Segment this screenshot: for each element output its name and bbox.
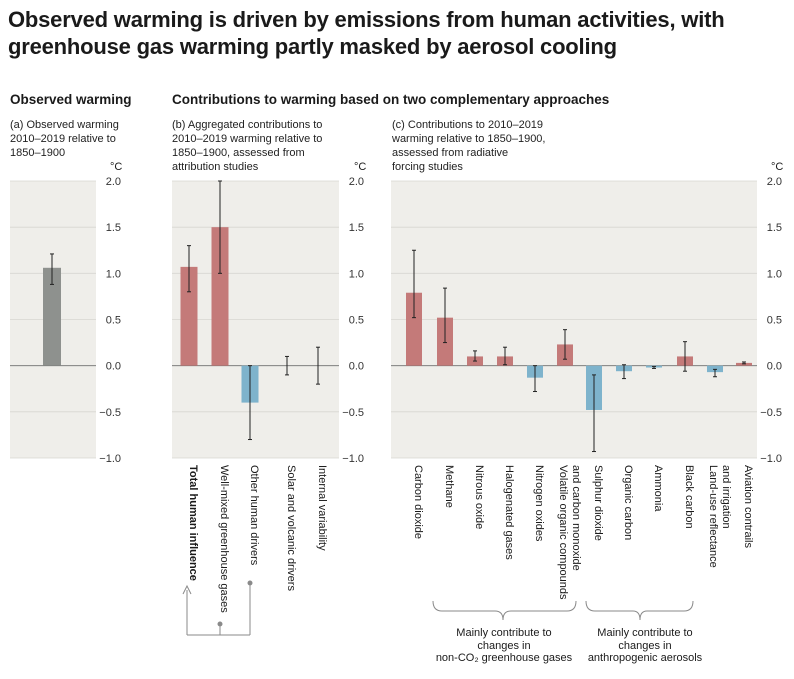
category-label: Carbon dioxide [412,465,424,539]
category-label: Methane [443,465,455,508]
category-label: Nitrous oxide [473,465,485,529]
y-tick-label: 1.0 [767,268,782,280]
note-aerosols: Mainly contribute to changes in anthropo… [570,627,720,665]
panel-c-sub-line: assessed from radiative [392,147,509,159]
bracket-aerosols [585,600,694,621]
y-tick-label: −0.5 [342,407,364,419]
panel-b-subtitle: (b) Aggregated contributions to 2010–201… [172,118,322,174]
bracket-dot [247,580,253,586]
category-label: Organic carbon [622,465,634,540]
unit-label-c: °C [771,161,784,173]
panel-b-sub-line: 2010–2019 warming relative to [172,133,323,145]
panel-a-sub-line: 1850–1900 [10,147,66,159]
note-non-co2-ghg: Mainly contribute to changes in non-CO₂ … [400,627,608,665]
category-label: and carbon monoxide [570,465,582,571]
y-tick-label: 2.0 [349,176,364,188]
y-tick-label: 1.0 [106,268,121,280]
category-label: Aviation contrails [742,465,754,548]
y-tick-label: 0.5 [767,315,782,327]
y-tick-label: −1.0 [99,453,121,465]
category-label: Black carbon [683,465,695,529]
y-tick-label: −1.0 [760,453,782,465]
panel-b: 2.0 1.5 1.0 0.5 0.0 −0.5 −1.0 Total human influ… [172,176,364,613]
y-tick-label: 1.5 [349,222,364,234]
panel-a-sub-line: 2010–2019 relative to [10,133,116,145]
note-line: changes in [477,639,531,652]
bar [180,266,198,366]
y-tick-label: 0.5 [349,315,364,327]
category-label: Internal variability [316,465,328,551]
title-line-2: greenhouse gas warming partly masked by … [8,34,617,59]
category-label: and irrigation [720,465,732,529]
bar [211,227,229,366]
panel-c: 2.0 1.5 1.0 0.5 0.0 −0.5 −1.0 Carbon dioxide Met… [391,176,782,600]
category-label: Other human drivers [248,465,260,566]
y-tick-label: 0.0 [349,361,364,373]
panel-b-sub-line: (b) Aggregated contributions to [172,119,323,131]
bar [43,267,61,366]
y-tick-label: −1.0 [342,453,364,465]
category-label: Halogenated gases [503,465,515,560]
note-line: anthropogenic aerosols [587,652,703,664]
y-tick-label: −0.5 [760,407,782,419]
panel-b-sub-line: 1850–1900, assessed from [172,147,305,159]
bar [406,292,422,366]
y-tick-label: 0.0 [106,361,121,373]
right-heading: Contributions to warming based on two co… [172,92,610,107]
panel-a-subtitle: (a) Observed warming 2010–2019 relative … [10,118,119,160]
category-label: Solar and volcanic drivers [285,465,297,591]
note-line: Mainly contribute to [597,627,693,639]
panel-a: 2.0 1.5 1.0 0.5 0.0 −0.5 −1.0 [10,176,121,465]
y-tick-label: −0.5 [99,407,121,419]
note-line: non-CO₂ greenhouse gases [435,652,573,664]
panel-c-sub-line: warming relative to 1850–1900, [392,133,546,145]
driver-bracket [182,580,253,636]
category-label: Nitrogen oxides [533,465,545,542]
bracket-non-co2 [432,600,577,621]
y-tick-label: 2.0 [767,176,782,188]
chart-title: Observed warming is driven by emissions … [8,6,788,60]
panel-b-sub-line: attribution studies [172,161,259,173]
y-tick-label: 1.5 [767,222,782,234]
unit-label-b: °C [354,161,367,173]
y-tick-label: 0.0 [767,361,782,373]
panel-c-sub-line: (c) Contributions to 2010–2019 [392,119,544,131]
category-label: Land-use reflectance [707,465,719,568]
category-label: Total human influence [187,465,199,581]
y-tick-label: 0.5 [106,315,121,327]
panel-c-sub-line: forcing studies [392,161,463,173]
title-line-1: Observed warming is driven by emissions … [8,7,725,32]
group-brackets [432,600,694,621]
panel-a-sub-line: (a) Observed warming [10,119,119,131]
arrow-head [182,584,192,595]
y-tick-label: 2.0 [106,176,121,188]
category-label: Ammonia [652,465,664,512]
y-tick-label: 1.5 [106,222,121,234]
y-tick-label: 1.0 [349,268,364,280]
category-label: Well-mixed greenhouse gases [218,465,230,613]
category-label: Volatile organic compounds [557,465,569,600]
note-line: changes in [618,639,672,652]
category-label: Sulphur dioxide [592,465,604,541]
unit-label-a: °C [110,161,123,173]
bracket-dot [217,621,223,627]
note-line: Mainly contribute to [456,627,552,639]
left-heading: Observed warming [10,92,132,107]
panel-c-subtitle: (c) Contributions to 2010–2019 warming r… [392,118,545,174]
